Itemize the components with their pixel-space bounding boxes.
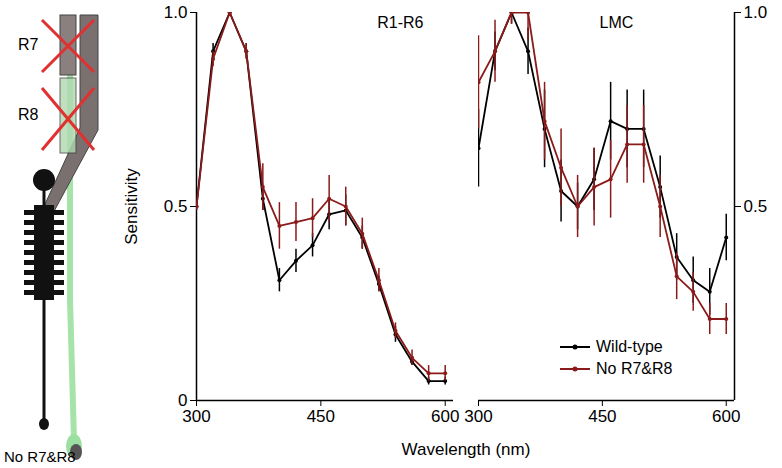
svg-text:300: 300 — [182, 407, 210, 426]
svg-text:600: 600 — [431, 407, 459, 426]
svg-text:600: 600 — [712, 407, 740, 426]
html-text:No R7&R8: No R7&R8 — [596, 360, 673, 377]
svg-text:1.0: 1.0 — [164, 3, 188, 22]
svg-text:No R7&R8: No R7&R8 — [4, 448, 76, 465]
svg-text:R7: R7 — [18, 36, 39, 53]
html-text:Wild-type: Wild-type — [596, 338, 663, 355]
svg-text:300: 300 — [464, 407, 492, 426]
svg-text:Sensitivity: Sensitivity — [122, 168, 141, 245]
svg-text:0.5: 0.5 — [164, 197, 188, 216]
html-text:Wavelength (nm): Wavelength (nm) — [401, 440, 531, 459]
svg-text:R8: R8 — [18, 106, 39, 123]
svg-text:1.0: 1.0 — [744, 3, 768, 22]
svg-text:0: 0 — [178, 390, 188, 410]
svg-text:R1-R6: R1-R6 — [377, 14, 423, 31]
svg-text:LMC: LMC — [600, 14, 634, 31]
svg-text:450: 450 — [588, 407, 616, 426]
svg-text:0.5: 0.5 — [744, 197, 768, 216]
svg-text:450: 450 — [307, 407, 335, 426]
